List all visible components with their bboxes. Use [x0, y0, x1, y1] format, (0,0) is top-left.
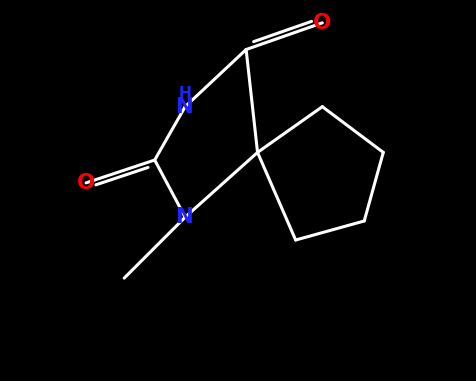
Text: H: H	[178, 86, 191, 101]
Text: O: O	[77, 173, 95, 193]
Text: N: N	[176, 207, 194, 227]
Text: O: O	[313, 13, 331, 33]
Text: N: N	[176, 97, 194, 117]
